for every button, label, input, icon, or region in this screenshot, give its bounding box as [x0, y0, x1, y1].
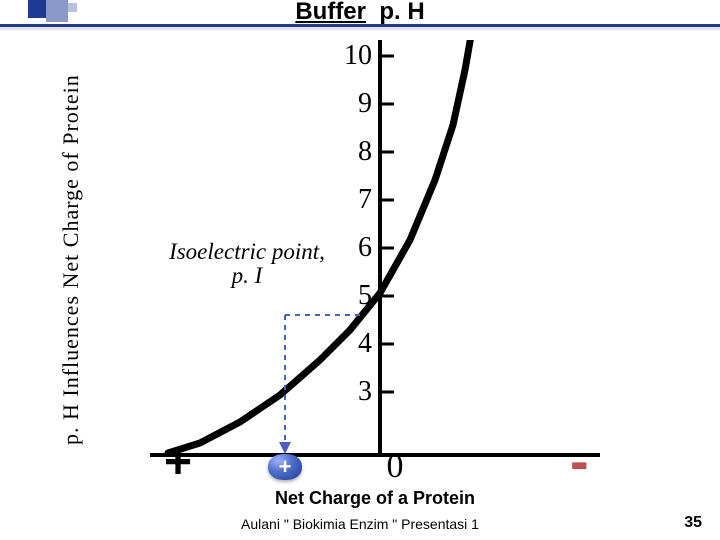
y-tick-marks — [380, 56, 394, 392]
positive-charge-label: + — [164, 435, 192, 490]
page-title: Buffer p. H — [0, 0, 720, 26]
y-tick-label: 7 — [332, 184, 372, 216]
y-tick-label: 10 — [332, 40, 372, 72]
footer-text: Aulani " Biokimia Enzim " Presentasi 1 — [0, 516, 720, 532]
iso-dash-arrow-icon — [279, 442, 291, 454]
y-tick-label: 3 — [332, 376, 372, 408]
iso-line1: Isoelectric point, — [169, 239, 325, 264]
page-number: 35 — [684, 514, 702, 532]
negative-charge-label: - — [570, 428, 589, 493]
y-tick-label: 8 — [332, 136, 372, 168]
vertical-subtitle: p. H Influences Net Charge of Protein — [60, 45, 90, 475]
x-axis-label: Net Charge of a Protein — [150, 488, 600, 509]
title-word-1: Buffer — [295, 0, 366, 25]
plus-badge-text: + — [279, 456, 292, 478]
y-tick-label: 4 — [332, 328, 372, 360]
y-tick-label: 9 — [332, 88, 372, 120]
axis-zero-label: 0 — [387, 448, 404, 486]
ph-charge-chart: 109876543 Isoelectric point, p. I 0 + + … — [150, 40, 600, 480]
title-word-2: p. H — [379, 0, 424, 25]
iso-line2: p. I — [232, 263, 263, 288]
isoelectric-point-label: Isoelectric point, p. I — [152, 240, 342, 288]
plus-badge-icon: + — [268, 454, 302, 480]
